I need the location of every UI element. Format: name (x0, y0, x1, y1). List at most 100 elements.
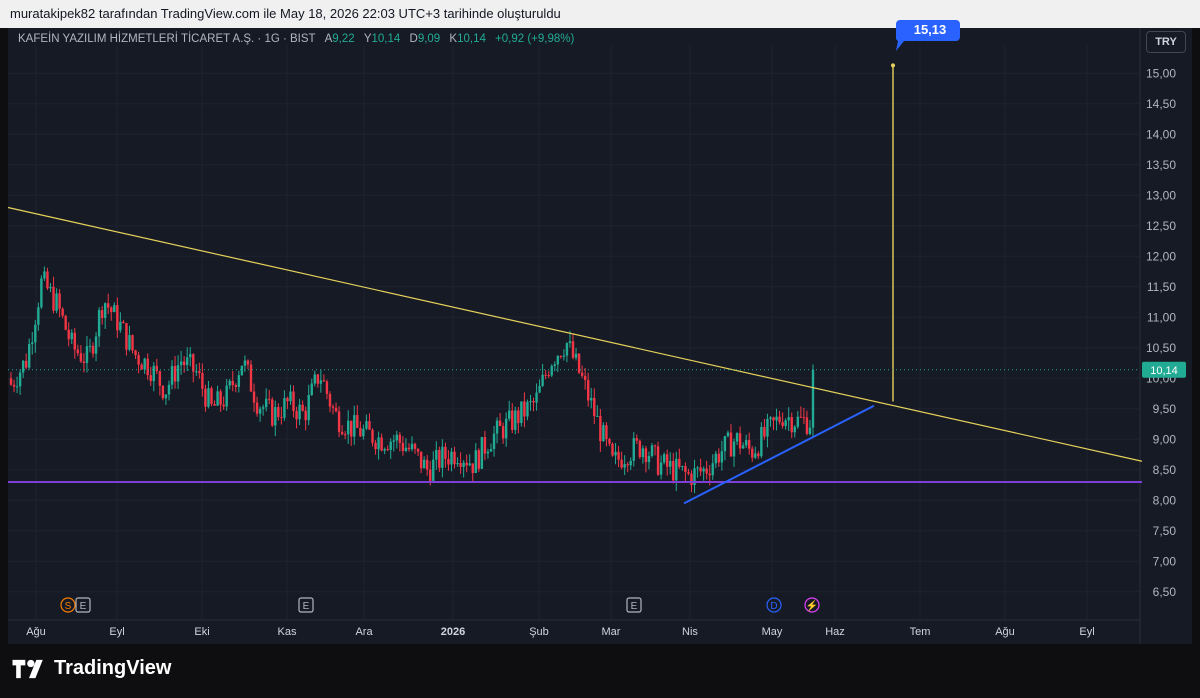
candle-body (274, 407, 277, 426)
candle-body (155, 365, 159, 372)
candle-body (556, 356, 560, 365)
candle-body (623, 464, 626, 468)
low-label: D (409, 33, 418, 45)
y-tick-label: 7,50 (1153, 524, 1177, 538)
candle-body (143, 358, 146, 370)
candle-body (113, 305, 116, 313)
candle-body (714, 453, 717, 464)
candle-body (316, 374, 320, 384)
candle-body (15, 386, 19, 388)
candle-body (137, 355, 140, 365)
candle-body (210, 388, 213, 404)
candle-body (808, 427, 812, 434)
candle-body (64, 315, 67, 330)
candle-body (149, 375, 152, 382)
candle-body (441, 446, 444, 468)
candle-body (389, 441, 392, 450)
candle-body (173, 365, 177, 382)
candle-body (596, 416, 599, 418)
x-tick-label: Ara (355, 626, 373, 638)
candle-body (520, 401, 523, 424)
target-label-text: 15,13 (914, 22, 947, 37)
y-tick-label: 8,50 (1153, 463, 1177, 477)
resistance-trendline (7, 206, 1143, 462)
candle-body (410, 443, 414, 450)
candle-body (574, 353, 578, 358)
candle-body (301, 404, 304, 411)
currency-button[interactable]: TRY (1146, 31, 1186, 53)
candle-body (119, 321, 122, 331)
y-tick-label: 9,00 (1153, 432, 1177, 446)
y-tick-label: 15,00 (1146, 66, 1176, 80)
candle-body (164, 394, 168, 399)
candle-body (383, 449, 386, 451)
y-tick-label: 11,50 (1147, 280, 1176, 294)
candle-body (629, 460, 632, 466)
price-chart[interactable]: 6,507,007,508,008,509,009,5010,0010,5011… (0, 0, 1200, 644)
candle-body (541, 374, 544, 386)
candle-body (538, 385, 541, 393)
earnings-icon (75, 597, 91, 613)
candle-body (438, 449, 441, 468)
candle-body (462, 462, 465, 467)
tradingview-brand[interactable]: TradingView (12, 657, 171, 680)
dividend-icon-glyph: D (770, 601, 777, 612)
last-price-label: 10,14 (1150, 365, 1178, 377)
y-tick-label: 10,50 (1146, 341, 1176, 355)
candle-body (635, 438, 639, 441)
candle-body (699, 467, 702, 472)
candle-body (617, 451, 620, 460)
candle-body (340, 431, 344, 435)
candle-body (605, 425, 608, 440)
candle-body (368, 421, 371, 430)
symbol-name: KAFEİN YAZILIM HİZMETLERİ TİCARET A.Ş. ·… (18, 33, 316, 45)
candle-body (231, 380, 234, 386)
candle-body (377, 437, 380, 450)
candle-body (37, 307, 40, 325)
candle-body (583, 375, 587, 381)
candle-body (322, 380, 326, 382)
candle-body (568, 341, 572, 344)
candle-body (590, 397, 593, 401)
candle-body (252, 391, 256, 403)
candle-body (170, 365, 174, 385)
x-tick-label: Eyl (109, 626, 124, 638)
candle-body (468, 463, 471, 466)
candle-body (599, 416, 602, 442)
candle-body (255, 402, 259, 414)
candle-body (134, 350, 137, 356)
candle-body (684, 466, 687, 473)
candle-body (486, 451, 490, 454)
candle-body (140, 364, 143, 370)
candle-body (726, 432, 730, 437)
candle-body (787, 417, 790, 421)
chart-frame[interactable] (8, 28, 1192, 644)
candle-body (638, 440, 642, 458)
candle-body (407, 447, 411, 450)
candle-body (310, 383, 313, 395)
tradingview-logo-icon (12, 659, 43, 678)
candle-body (526, 401, 529, 417)
candle-body (192, 354, 195, 372)
candle-body (110, 307, 113, 313)
candle-body (757, 453, 760, 457)
candle-body (386, 449, 389, 451)
candle-body (662, 454, 666, 463)
candle-body (350, 420, 353, 437)
candle-body (264, 398, 268, 408)
candle-body (176, 365, 180, 382)
candle-body (207, 388, 210, 407)
candle-body (258, 408, 262, 414)
candle-body (277, 407, 280, 417)
change-value: +0,92 (+9,98%) (495, 33, 575, 45)
candle-body (717, 453, 721, 463)
candle-body (91, 345, 95, 354)
candle-body (28, 343, 31, 368)
candle-body (328, 393, 332, 407)
x-tick-label: Mar (602, 626, 621, 638)
earnings-icon (298, 597, 314, 613)
candle-body (501, 426, 505, 439)
candle-body (614, 451, 617, 456)
candle-body (529, 400, 532, 402)
candle-body (152, 365, 155, 382)
